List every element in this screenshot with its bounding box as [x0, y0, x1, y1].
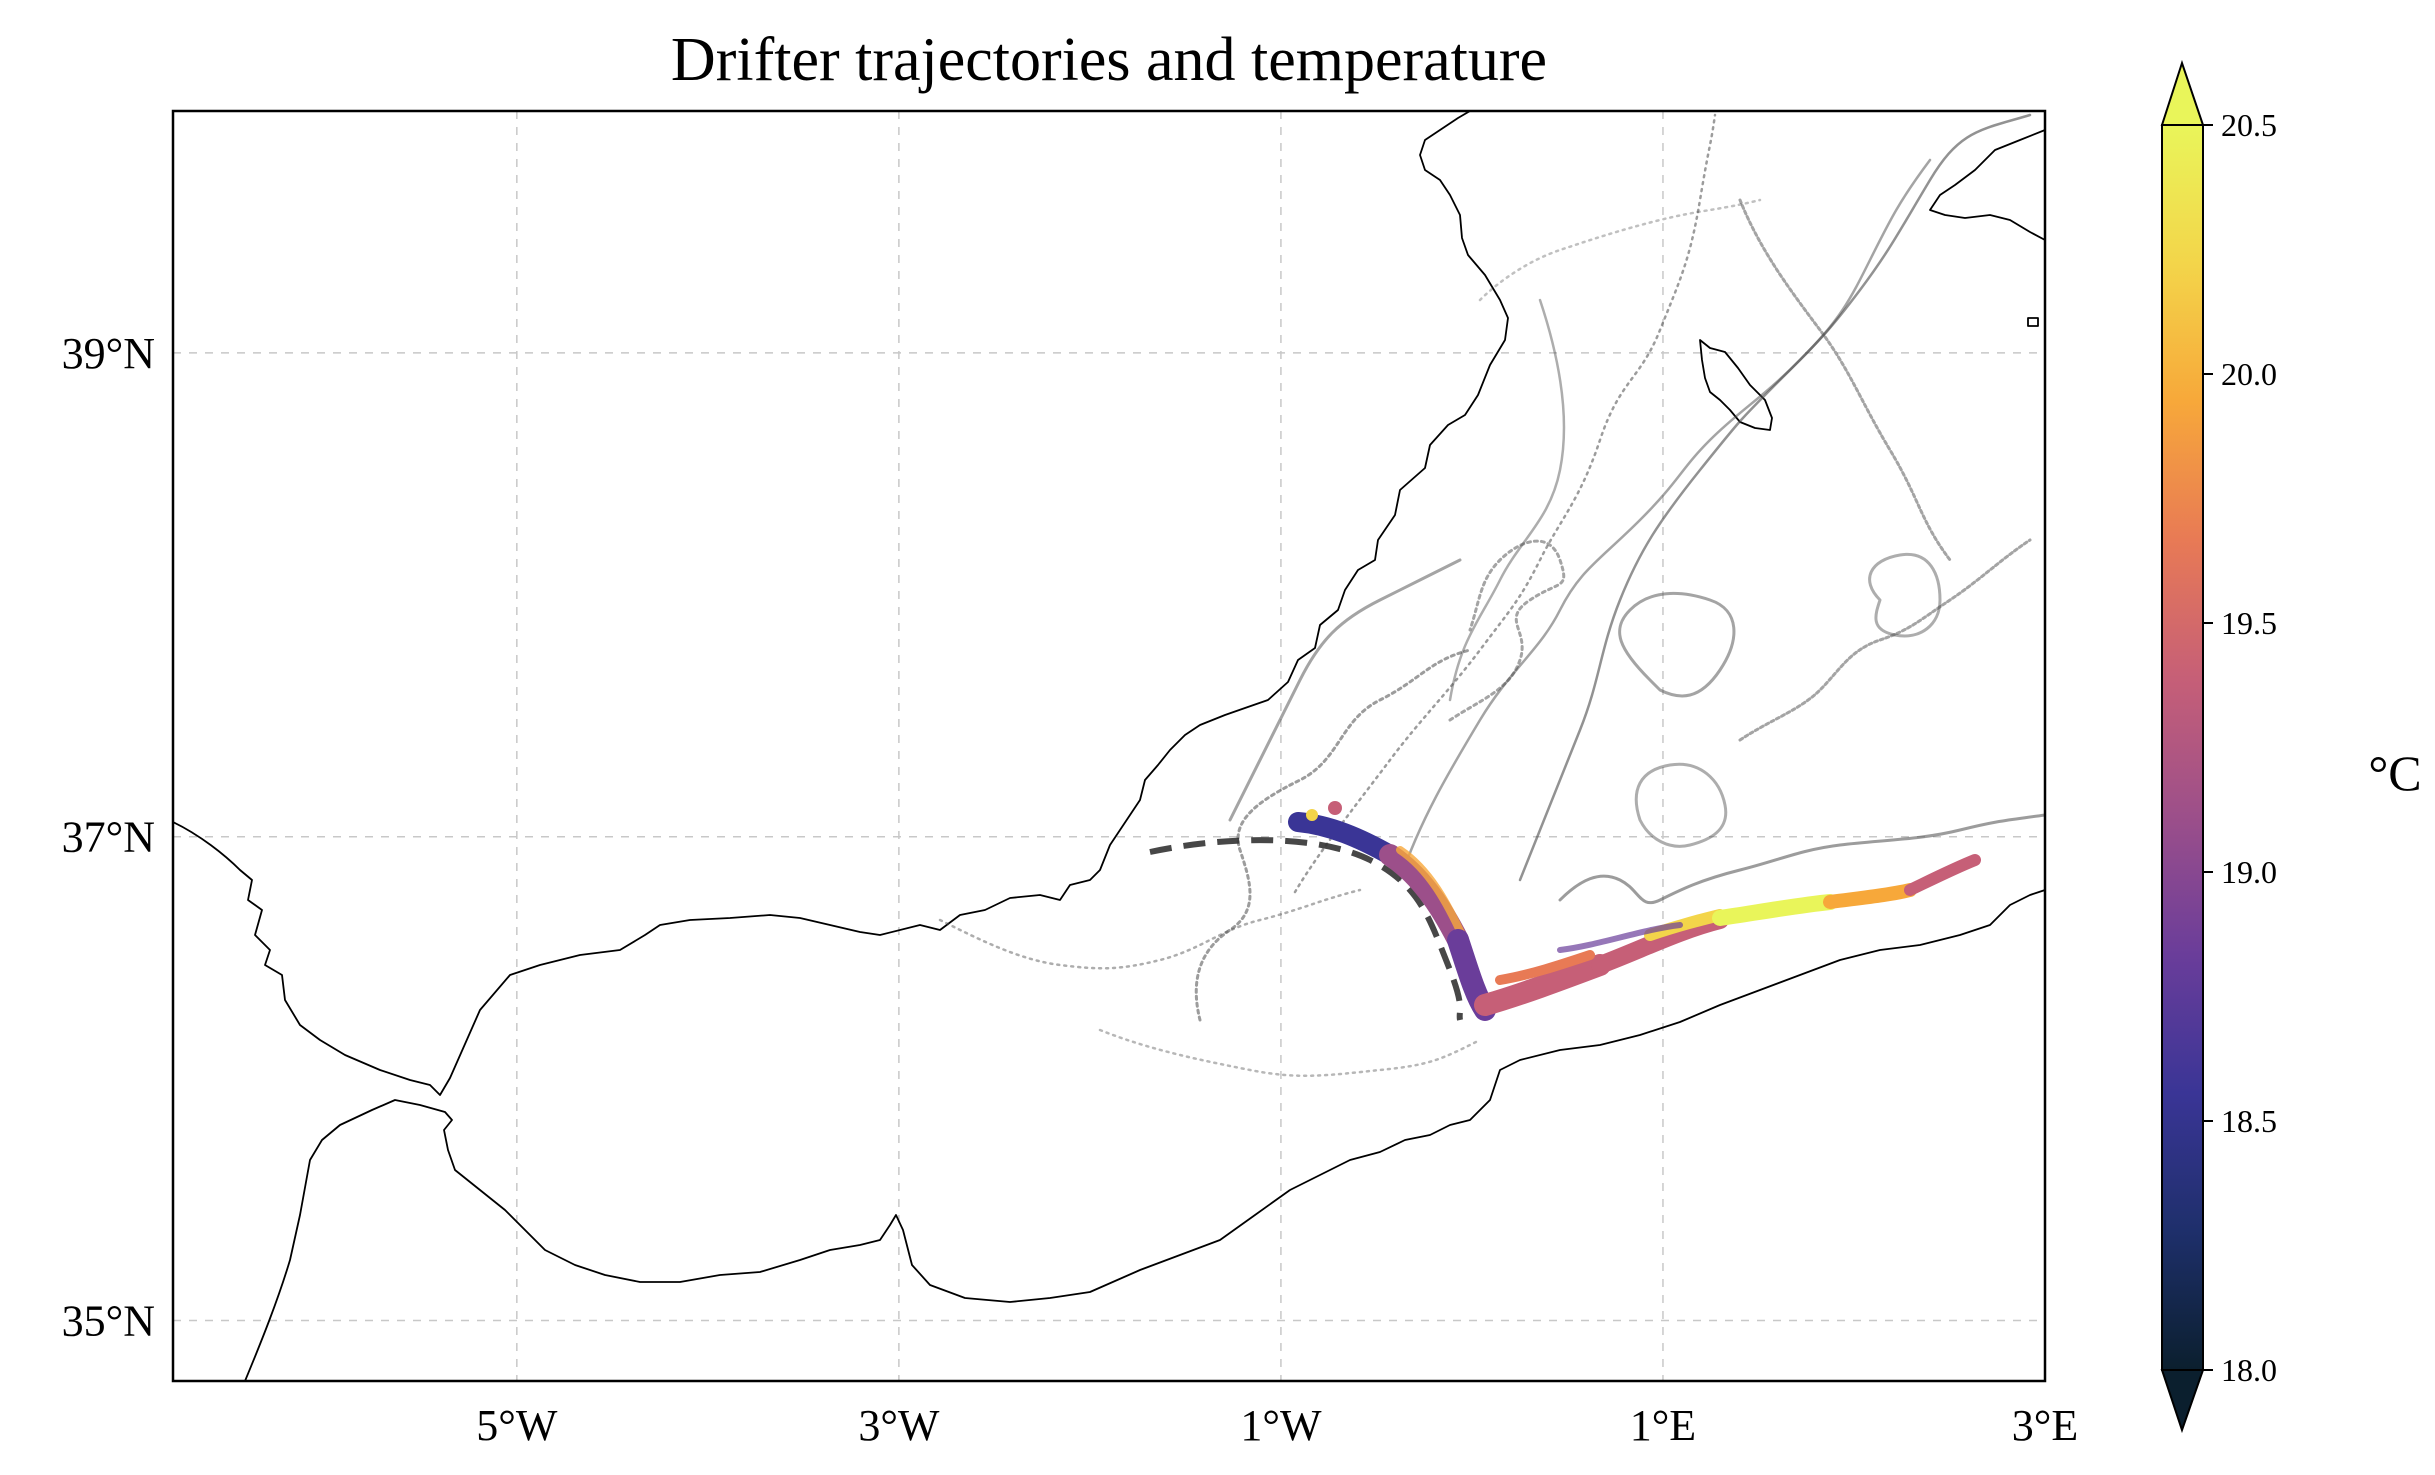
temp-segment	[1379, 844, 1469, 951]
colorbar-tick-label: 20.5	[2221, 107, 2277, 143]
longitude-label: 3°E	[2012, 1401, 2078, 1450]
temp-segment	[1396, 846, 1466, 939]
trajectory	[1558, 813, 2045, 905]
trajectory	[1868, 552, 1942, 638]
temp-segment	[1557, 922, 1683, 953]
trajectory	[1518, 113, 2032, 882]
latitude-label: 37°N	[62, 813, 155, 862]
trajectory	[1448, 539, 1566, 722]
colorbar: 18.0 18.5 19.0 19.5 20.0 20.5 °C	[2160, 59, 2422, 1434]
trajectory	[1738, 198, 1952, 562]
coastlines	[173, 111, 2045, 1381]
trajectory	[1618, 591, 1736, 698]
colorbar-gradient	[2161, 124, 2204, 1371]
coastline-ibiza	[1699, 339, 1773, 431]
longitude-label: 1°W	[1240, 1401, 1322, 1450]
colorbar-label: °C	[2368, 745, 2421, 801]
trajectory	[1634, 762, 1728, 848]
trajectory	[1228, 558, 1462, 822]
coastline-spain	[173, 111, 1509, 1096]
coastline-africa	[244, 889, 2045, 1381]
trajectory	[1194, 648, 1472, 1022]
colorbar-tick-label: 19.0	[2221, 854, 2277, 890]
longitude-label: 1°E	[1630, 1401, 1696, 1450]
trajectory	[1478, 198, 1762, 302]
map-frame	[171, 109, 2047, 1383]
temp-point	[1306, 809, 1318, 821]
map-axes: 5°W 3°W 1°W 1°E 3°E 35°N 37°N 39°N	[62, 109, 2078, 1450]
temp-point	[1328, 801, 1342, 815]
colorbar-tick-label: 18.5	[2221, 1103, 2277, 1139]
trajectory	[1448, 298, 1566, 702]
latitude-label: 39°N	[62, 329, 155, 378]
longitude-labels: 5°W 3°W 1°W 1°E 3°E	[476, 1401, 2078, 1450]
coastline-islet	[2027, 317, 2039, 327]
temp-segment	[1823, 883, 1917, 909]
longitude-label: 5°W	[476, 1401, 558, 1450]
colorbar-extend-max	[2160, 59, 2205, 126]
temperature-trajectory	[1288, 801, 1981, 1021]
temp-segment	[1474, 954, 1611, 1016]
temp-segment	[1712, 894, 1838, 926]
drifter-trajectories	[938, 113, 2045, 1078]
trajectory	[1738, 538, 2032, 742]
trajectory	[938, 888, 1362, 970]
colorbar-extend-min	[2160, 1369, 2205, 1434]
temp-segment	[1495, 950, 1595, 985]
latitude-label: 35°N	[62, 1297, 155, 1346]
colorbar-tick-label: 18.0	[2221, 1352, 2277, 1388]
map-title: Drifter trajectories and temperature	[671, 26, 1547, 94]
colorbar-ticks: 18.0 18.5 19.0 19.5 20.0 20.5	[2203, 107, 2277, 1388]
coastline-mallorca	[1929, 129, 2045, 241]
latitude-labels: 35°N 37°N 39°N	[62, 329, 155, 1346]
mean-path-dashed	[1149, 837, 1464, 1021]
colorbar-tick-label: 20.0	[2221, 356, 2277, 392]
temp-segment	[1904, 854, 1981, 896]
trajectory	[1293, 113, 1717, 894]
map-background	[173, 111, 2045, 1381]
trajectory	[1398, 158, 1932, 882]
trajectory	[1098, 1028, 1482, 1078]
colorbar-tick-label: 19.5	[2221, 605, 2277, 641]
longitude-label: 3°W	[858, 1401, 940, 1450]
